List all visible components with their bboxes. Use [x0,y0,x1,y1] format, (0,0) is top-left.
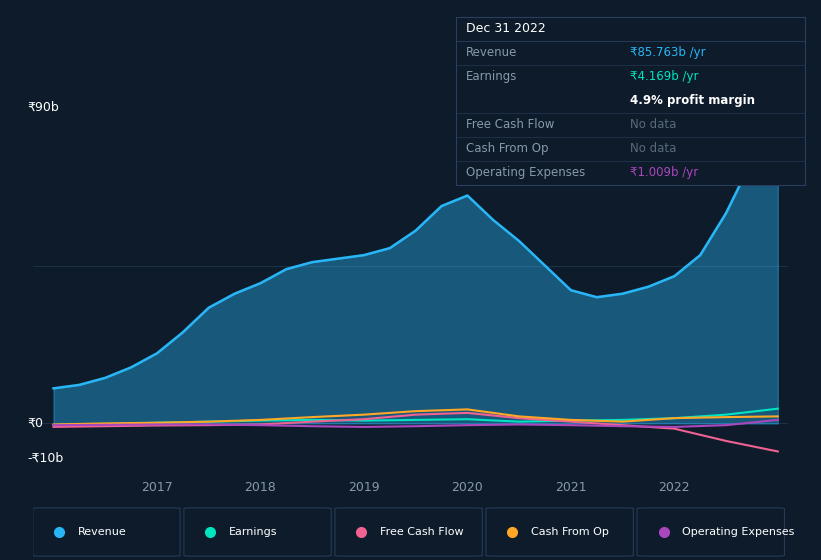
Text: Dec 31 2022: Dec 31 2022 [466,22,546,35]
Text: Earnings: Earnings [229,527,277,537]
Text: 2021: 2021 [555,481,587,494]
Text: Free Cash Flow: Free Cash Flow [380,527,464,537]
Text: Revenue: Revenue [466,46,517,59]
Text: -₹10b: -₹10b [28,452,64,465]
Text: 2019: 2019 [348,481,380,494]
Text: 4.9% profit margin: 4.9% profit margin [631,94,755,108]
Text: 2017: 2017 [141,481,173,494]
Text: Earnings: Earnings [466,71,517,83]
Text: No data: No data [631,142,677,155]
Text: 2018: 2018 [245,481,277,494]
Text: No data: No data [631,118,677,131]
Text: Free Cash Flow: Free Cash Flow [466,118,554,131]
Text: ₹4.169b /yr: ₹4.169b /yr [631,71,699,83]
Text: ₹1.009b /yr: ₹1.009b /yr [631,166,699,179]
Text: Cash From Op: Cash From Op [531,527,609,537]
Text: Operating Expenses: Operating Expenses [682,527,795,537]
Text: Revenue: Revenue [78,527,127,537]
Text: 2020: 2020 [452,481,484,494]
Text: ₹85.763b /yr: ₹85.763b /yr [631,46,706,59]
Text: Operating Expenses: Operating Expenses [466,166,585,179]
Text: 2022: 2022 [658,481,690,494]
Text: Cash From Op: Cash From Op [466,142,548,155]
Text: ₹90b: ₹90b [28,101,59,114]
Text: ₹0: ₹0 [28,417,44,430]
